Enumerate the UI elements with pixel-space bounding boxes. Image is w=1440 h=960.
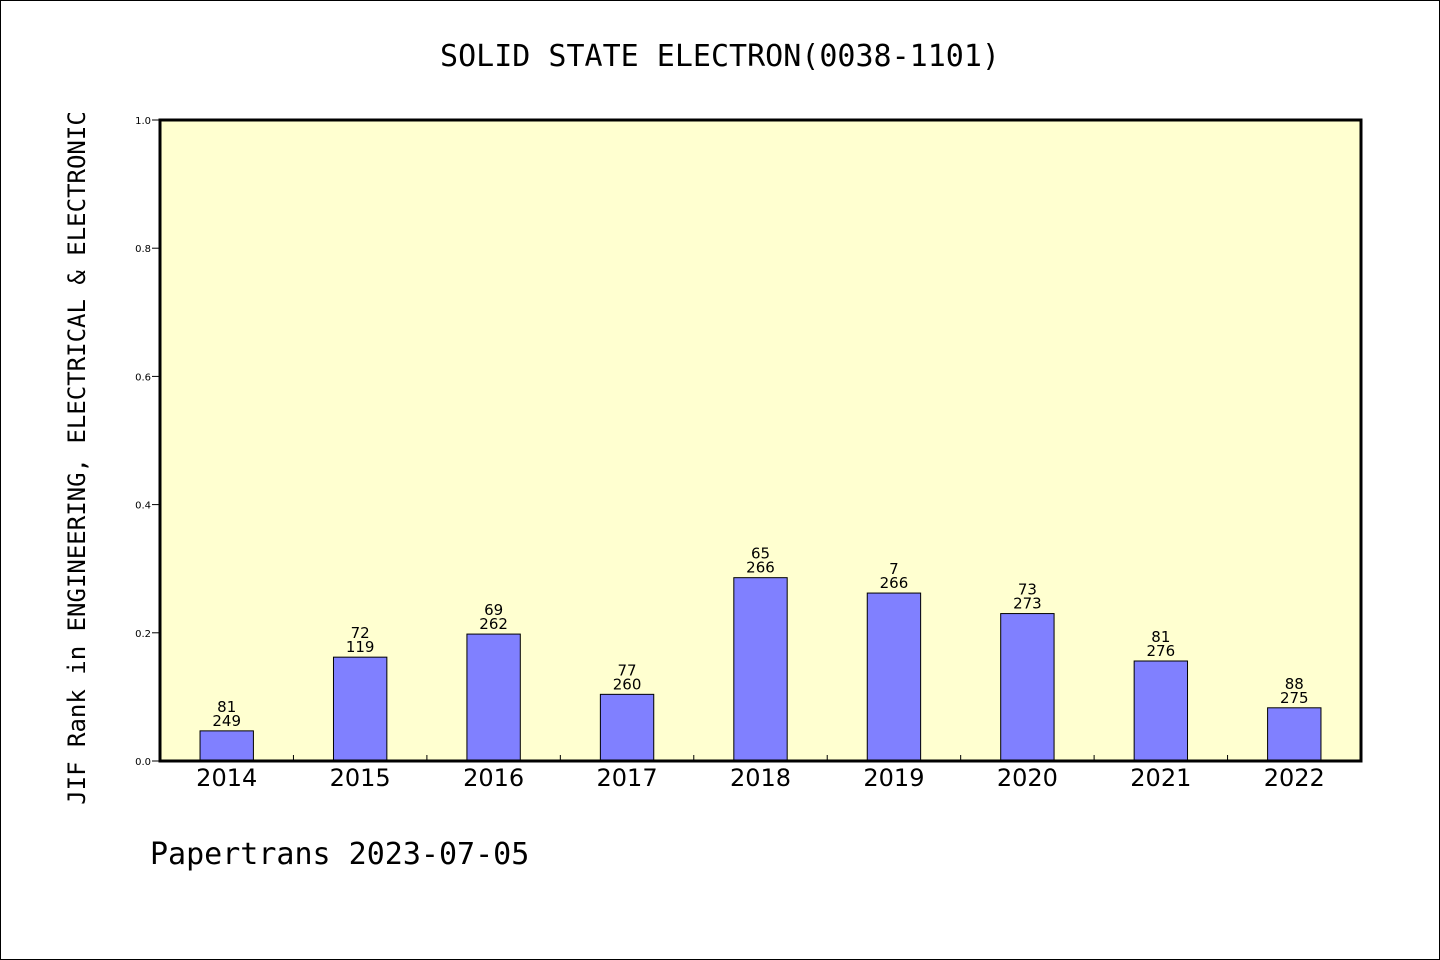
bar-rank-label-2014: 81 [217, 698, 236, 716]
bar-rank-label-2018: 65 [751, 545, 770, 563]
bar-rank-label-2022: 88 [1285, 675, 1304, 693]
x-tick-label-2017: 2017 [597, 764, 658, 792]
bar-total-label-2019: 266 [880, 574, 909, 592]
plot-border [158, 118, 1363, 763]
bar-rank-label-2017: 77 [618, 661, 637, 679]
bar-2022 [1267, 707, 1322, 762]
x-tick-label-2014: 2014 [196, 764, 257, 792]
bar-total-label-2022: 275 [1280, 689, 1309, 707]
bar-rank-label-2016: 69 [484, 601, 503, 619]
y-tick-label: 0.8 [135, 244, 151, 255]
bar-total-label-2021: 276 [1147, 642, 1176, 660]
bar-2015 [332, 656, 388, 762]
x-tick-label-2016: 2016 [463, 764, 524, 792]
bar-total-label-2015: 119 [346, 638, 375, 656]
bar-2019 [866, 592, 922, 762]
y-axis-label: JIF Rank in ENGINEERING, ELECTRICAL & EL… [63, 111, 91, 805]
chart-title: SOLID STATE ELECTRON(0038-1101) [440, 39, 1000, 74]
y-tick-label: 0.4 [135, 501, 151, 512]
bar-total-label-2016: 262 [479, 615, 508, 633]
bar-2014 [199, 730, 254, 762]
y-tick-label: 0.2 [135, 629, 151, 640]
x-tick-label-2019: 2019 [863, 764, 924, 792]
bar-rank-label-2015: 72 [351, 624, 370, 642]
bar-total-label-2014: 249 [212, 712, 241, 730]
bar-2020 [1000, 613, 1055, 762]
y-tick-label: 0.6 [135, 372, 151, 383]
bar-2016 [466, 633, 521, 762]
bar-2017 [599, 693, 655, 762]
bar-series [199, 577, 1322, 762]
bar-total-label-2018: 266 [746, 559, 775, 577]
x-axis-ticks: 2014 2015 2016 2017 2018 2019 2020 2021 2022 [196, 755, 1325, 792]
x-tick-label-2018: 2018 [730, 764, 791, 792]
y-tick-label: 0.0 [135, 757, 151, 768]
footer-credit: Papertrans 2023-07-05 [150, 837, 529, 872]
x-tick-label-2021: 2021 [1130, 764, 1191, 792]
bar-total-label-2017: 260 [613, 675, 642, 693]
y-axis-ticks: 0.0 0.2 0.4 0.6 0.8 1.0 [135, 116, 160, 768]
x-tick-label-2020: 2020 [997, 764, 1058, 792]
bar-2018 [733, 577, 788, 762]
bar-rank-label-2021: 81 [1151, 628, 1170, 646]
bar-2021 [1133, 660, 1189, 762]
x-tick-label-2022: 2022 [1264, 764, 1325, 792]
bar-rank-label-2020: 73 [1018, 581, 1037, 599]
y-tick-label: 1.0 [135, 116, 151, 127]
bar-rank-label-2019: 7 [889, 560, 899, 578]
bar-total-label-2020: 273 [1013, 595, 1042, 613]
x-tick-label-2015: 2015 [330, 764, 391, 792]
